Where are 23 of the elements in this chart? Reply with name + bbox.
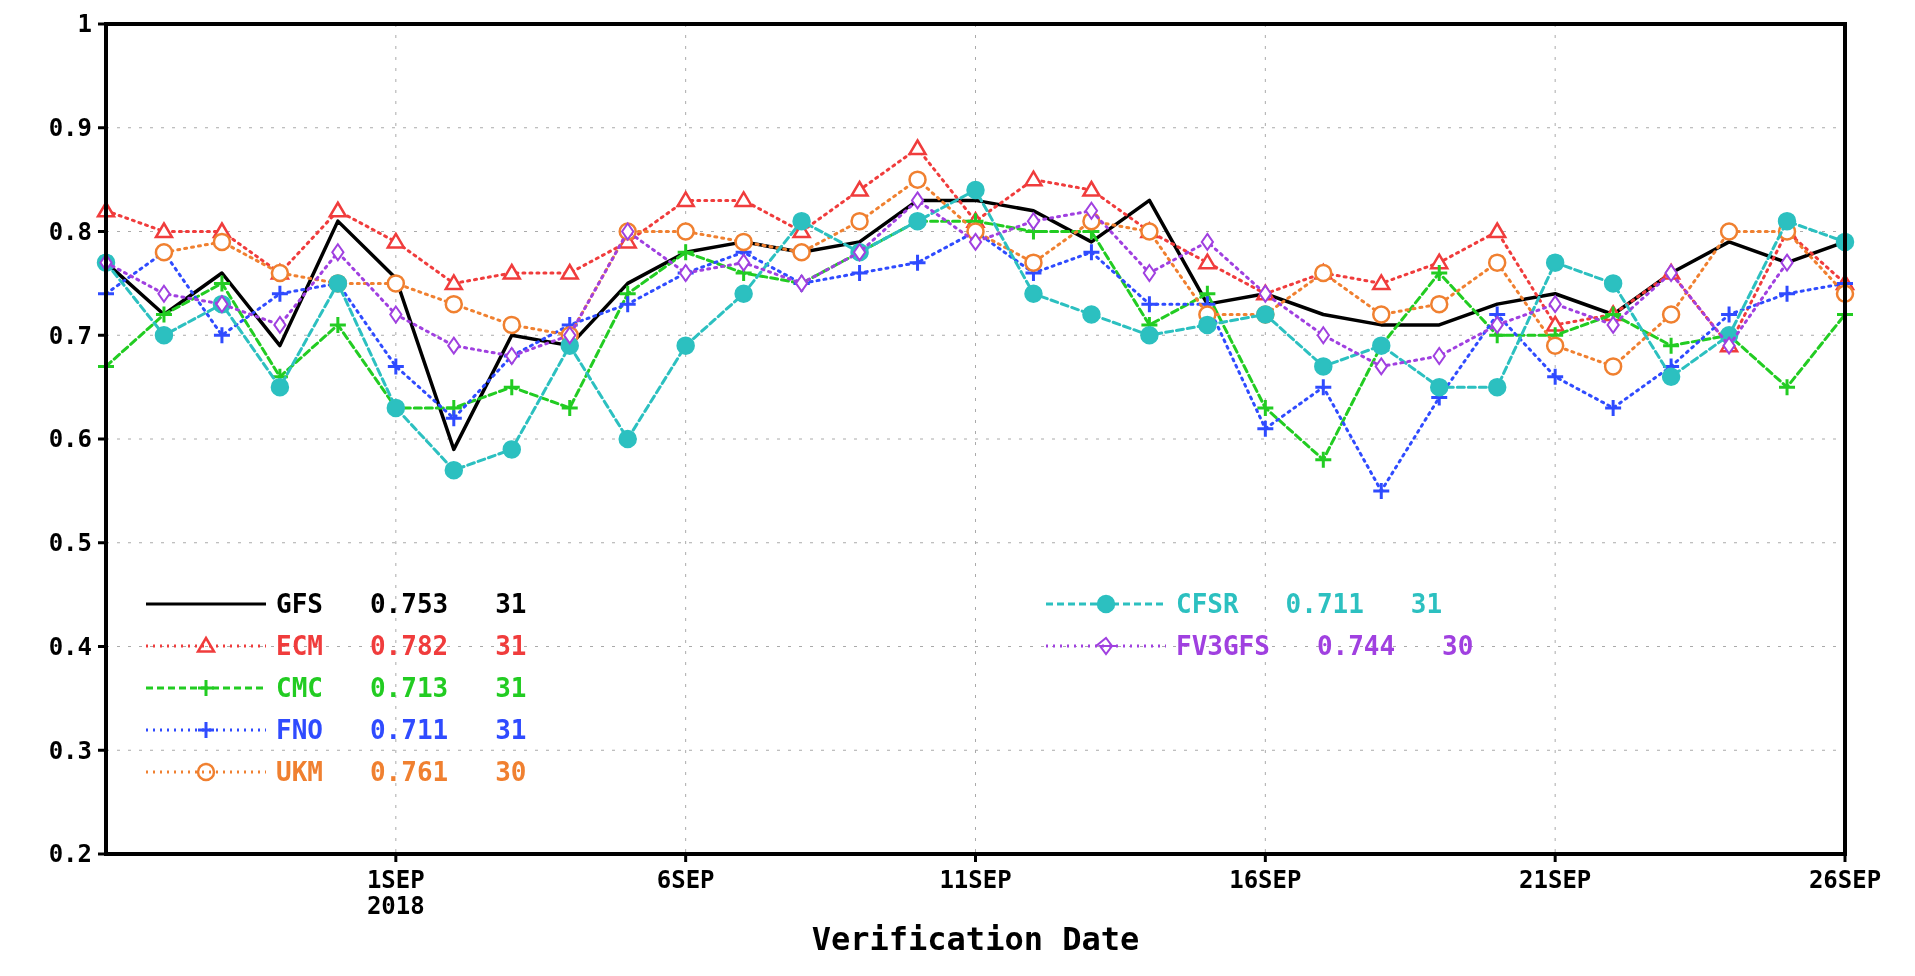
y-tick-label: 0.2 [48,840,92,869]
legend-label: GFS 0.753 31 [276,589,527,620]
x-tick-label: 1SEP 2018 [366,866,425,920]
y-tick-label: 0.5 [48,529,92,558]
legend-label: FNO 0.711 31 [276,715,527,746]
legend-label: ECM 0.782 31 [276,631,527,662]
y-tick-label: 0.7 [48,321,92,350]
x-tick-label: 11SEP [939,866,1012,894]
y-tick-label: 0.9 [48,114,92,143]
legend-label: FV3GFS 0.744 30 [1176,631,1474,662]
y-tick-label: 0.4 [48,632,92,661]
legend-label: CFSR 0.711 31 [1176,589,1443,620]
y-tick-label: 1 [77,10,92,39]
x-tick-label: 16SEP [1229,866,1302,894]
x-tick-label: 26SEP [1808,866,1882,894]
y-tick-label: 0.6 [48,425,92,454]
y-tick-label: 0.3 [48,736,92,765]
x-axis-title: Verification Date [811,920,1140,958]
legend-label: UKM 0.761 30 [276,757,527,788]
x-tick-label: 21SEP [1519,866,1592,894]
y-tick-label: 0.8 [48,217,92,246]
x-tick-label: 6SEP [656,866,715,894]
legend-label: CMC 0.713 31 [276,673,527,704]
